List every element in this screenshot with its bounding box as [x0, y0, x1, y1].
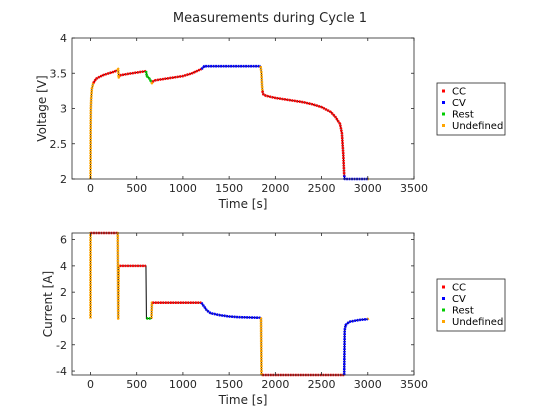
x-tick-label: 500	[126, 182, 147, 195]
x-tick-label: 3000	[354, 182, 382, 195]
legend-marker-cc	[442, 89, 445, 93]
y-tick-label: 2	[60, 286, 67, 299]
y-tick-label: 6	[60, 234, 67, 247]
legend-marker-cc	[442, 285, 445, 289]
x-tick-label: 0	[87, 182, 94, 195]
segment-undefined-2	[116, 67, 121, 79]
y-tick-label: 3	[60, 103, 67, 116]
legend-label-cc: CC	[452, 87, 466, 98]
segment-undefined-5	[150, 81, 154, 85]
voltage-plot-area	[72, 38, 414, 179]
x-tick-label: 1500	[215, 182, 243, 195]
legend-label-undefined: Undefined	[452, 121, 503, 132]
segment-cc-9	[261, 90, 346, 176]
y-tick-label: 2.5	[50, 138, 68, 151]
x-tick-label: 2500	[308, 378, 336, 391]
x-tick-label: 2000	[261, 182, 289, 195]
y-tick-label: 2	[60, 173, 67, 186]
segment-cv-10	[342, 317, 368, 376]
legend-label-cv: CV	[452, 98, 466, 109]
legend-marker-cv	[442, 297, 445, 300]
x-tick-label: 3500	[400, 182, 428, 195]
current-plot: 0 500 1000 1500 2000 2500 3000 3500 -4 -2 0 2 4 6 Tim…	[41, 231, 506, 407]
current-plot-area	[72, 233, 414, 375]
segment-cc-1	[92, 69, 118, 84]
current-x-axis-label: Time [s]	[218, 393, 268, 407]
legend-label-undefined: Undefined	[452, 317, 503, 328]
x-tick-label: 1500	[215, 378, 243, 391]
x-tick-label: 3500	[400, 378, 428, 391]
x-tick-label: 1000	[169, 378, 197, 391]
x-tick-label: 3000	[354, 378, 382, 391]
legend-label-rest: Rest	[452, 110, 474, 121]
segment-undefined-8	[259, 66, 264, 91]
legend-box	[436, 278, 506, 332]
legend-marker-cv	[442, 101, 445, 104]
legend-label-cv: CV	[452, 294, 466, 305]
segment-cc-3	[119, 69, 147, 77]
segment-cv-7	[200, 64, 261, 71]
x-tick-label: 1000	[169, 182, 197, 195]
segment-undefined-11	[367, 317, 370, 321]
x-tick-label: 2500	[308, 182, 336, 195]
legend-marker-undefined	[442, 320, 445, 323]
legend-box	[436, 82, 506, 136]
y-tick-label: 3.5	[50, 67, 68, 80]
y-tick-label: 0	[60, 312, 67, 325]
segment-undefined-0	[89, 82, 95, 180]
y-tick-label: -2	[56, 339, 67, 352]
y-tick-label: 4	[60, 32, 67, 45]
current-axes-box	[71, 232, 415, 376]
y-tick-label: 4	[60, 260, 67, 273]
legend-marker-undefined	[442, 124, 445, 127]
legend-label-cc: CC	[452, 283, 466, 294]
x-tick-label: 2000	[261, 378, 289, 391]
current-y-axis-label: Current [A]	[41, 271, 55, 337]
legend-marker-rest	[442, 112, 445, 116]
y-tick-label: -4	[56, 365, 67, 378]
segment-rest-4	[144, 70, 153, 84]
legend-label-rest: Rest	[452, 306, 474, 317]
x-tick-label: 0	[87, 378, 94, 391]
voltage-x-axis-label: Time [s]	[218, 197, 268, 211]
voltage-y-axis-label: Voltage [V]	[35, 75, 49, 141]
segment-cv-7	[200, 301, 261, 320]
segment-undefined-8	[259, 317, 264, 377]
segment-undefined-5	[150, 301, 154, 319]
voltage-plot: 0 500 1000 1500 2000 2500 3000 3500 2 2.5 3 3.5 4 Ti…	[35, 32, 506, 211]
legend-marker-rest	[442, 308, 445, 312]
x-tick-label: 500	[126, 378, 147, 391]
segment-cc-6	[151, 67, 202, 83]
figure-title: Measurements during Cycle 1	[173, 11, 367, 26]
